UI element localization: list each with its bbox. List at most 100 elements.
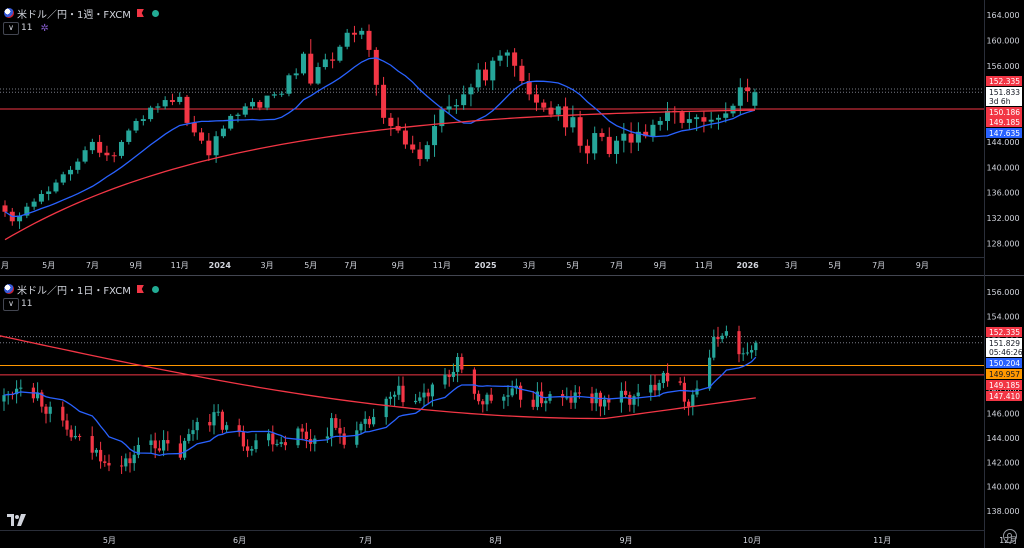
daily-candle-body[interactable] — [48, 406, 52, 414]
daily-candle-body[interactable] — [720, 335, 724, 340]
daily-plot-area[interactable] — [0, 325, 984, 474]
weekly-candle-body[interactable] — [228, 115, 234, 129]
daily-candle-body[interactable] — [712, 336, 716, 358]
weekly-candle-body[interactable] — [621, 133, 627, 141]
daily-candle-body[interactable] — [666, 372, 670, 382]
daily-candle-body[interactable] — [489, 394, 493, 401]
weekly-candle-body[interactable] — [191, 122, 197, 133]
daily-candle-body[interactable] — [678, 381, 682, 383]
daily-candle-body[interactable] — [443, 374, 447, 385]
daily-candle-body[interactable] — [136, 445, 140, 455]
daily-candle-body[interactable] — [430, 384, 434, 397]
daily-candle-body[interactable] — [94, 449, 98, 453]
weekly-candle-body[interactable] — [715, 117, 721, 120]
daily-time-axis[interactable]: 5月 6月 7月 8月 9月 10月 11月 12月 — [103, 536, 1017, 545]
daily-candle-body[interactable] — [426, 392, 430, 397]
weekly-candle-body[interactable] — [599, 133, 605, 137]
weekly-candle-body[interactable] — [432, 126, 438, 146]
daily-candle-body[interactable] — [132, 454, 136, 464]
daily-candle-body[interactable] — [166, 440, 170, 444]
weekly-candle-body[interactable] — [68, 169, 74, 175]
daily-candle-body[interactable] — [393, 394, 397, 397]
daily-candle-body[interactable] — [531, 399, 535, 407]
weekly-candle-body[interactable] — [155, 106, 161, 108]
daily-candle-body[interactable] — [422, 392, 426, 398]
daily-candle-body[interactable] — [241, 432, 245, 447]
daily-candle-body[interactable] — [682, 382, 686, 402]
weekly-candle-body[interactable] — [606, 136, 612, 155]
daily-candle-body[interactable] — [220, 411, 224, 430]
indicator-settings-icon[interactable]: ✲ — [40, 22, 49, 34]
daily-candle-body[interactable] — [178, 443, 182, 458]
daily-candle-body[interactable] — [330, 418, 334, 437]
daily-candle-body[interactable] — [401, 385, 405, 403]
daily-candle-body[interactable] — [73, 435, 77, 438]
daily-candle-body[interactable] — [367, 418, 371, 425]
weekly-time-axis[interactable]: 月 5月 7月 9月 11月 2024 3月 5月 7月 9月 11月 2025 3月 5月 7月 9月 11月… — [1, 261, 929, 270]
daily-candle-body[interactable] — [342, 433, 346, 445]
daily-candle-body[interactable] — [535, 391, 539, 407]
daily-candle-body[interactable] — [750, 350, 754, 353]
daily-candle-body[interactable] — [372, 417, 376, 425]
daily-candle-body[interactable] — [300, 428, 304, 432]
weekly-candle-body[interactable] — [468, 87, 474, 95]
weekly-candle-body[interactable] — [752, 92, 758, 106]
daily-candle-body[interactable] — [153, 440, 157, 449]
daily-candle-body[interactable] — [447, 374, 451, 377]
daily-candle-body[interactable] — [603, 399, 607, 407]
weekly-symbol-title[interactable]: 米ドル／円・1週・FXCM — [17, 9, 131, 21]
weekly-candle-body[interactable] — [373, 49, 379, 85]
weekly-candle-body[interactable] — [483, 69, 488, 81]
weekly-candle-body[interactable] — [38, 193, 44, 202]
weekly-candle-body[interactable] — [526, 81, 532, 95]
weekly-candle-body[interactable] — [53, 182, 59, 192]
daily-candle-body[interactable] — [519, 385, 523, 400]
weekly-candle-body[interactable] — [220, 128, 226, 137]
weekly-candle-body[interactable] — [614, 140, 620, 155]
daily-ma-long-line[interactable] — [0, 335, 756, 420]
daily-candle-body[interactable] — [44, 406, 48, 414]
daily-candle-body[interactable] — [456, 357, 460, 372]
weekly-candle-body[interactable] — [701, 117, 707, 122]
weekly-candle-body[interactable] — [126, 130, 132, 142]
weekly-candle-body[interactable] — [359, 30, 365, 35]
weekly-candle-body[interactable] — [584, 145, 590, 154]
weekly-indicator-toggle[interactable]: ∨ 11 ✲ — [3, 21, 49, 35]
daily-candle-body[interactable] — [187, 434, 191, 441]
weekly-candle-body[interactable] — [417, 149, 423, 160]
weekly-candle-body[interactable] — [46, 191, 52, 194]
weekly-candle-body[interactable] — [592, 133, 598, 154]
daily-candle-body[interactable] — [250, 449, 254, 451]
chevron-down-icon[interactable]: ∨ — [3, 297, 19, 311]
weekly-ma-short-line[interactable] — [4, 57, 756, 218]
daily-candle-body[interactable] — [388, 396, 392, 399]
daily-candle-body[interactable] — [754, 342, 758, 351]
weekly-candle-body[interactable] — [366, 30, 372, 50]
weekly-candle-body[interactable] — [330, 59, 336, 61]
weekly-candle-body[interactable] — [424, 145, 430, 160]
daily-candle-body[interactable] — [78, 435, 82, 437]
weekly-candle-body[interactable] — [548, 107, 554, 115]
tradingview-logo-icon[interactable] — [7, 514, 27, 526]
daily-candle-body[interactable] — [237, 425, 241, 433]
weekly-candle-body[interactable] — [686, 119, 692, 123]
weekly-candle-body[interactable] — [104, 152, 110, 156]
daily-candle-body[interactable] — [15, 388, 19, 395]
daily-candle-body[interactable] — [338, 427, 342, 434]
chart-settings-icon[interactable] — [1003, 529, 1017, 543]
daily-candle-body[interactable] — [569, 397, 573, 403]
daily-candle-body[interactable] — [561, 394, 565, 398]
weekly-candle-body[interactable] — [140, 119, 146, 121]
weekly-candle-body[interactable] — [723, 113, 729, 118]
weekly-ma-long-line[interactable] — [4, 109, 755, 241]
weekly-candle-body[interactable] — [628, 133, 634, 143]
weekly-candle-body[interactable] — [308, 53, 314, 84]
daily-candle-body[interactable] — [296, 428, 300, 446]
weekly-candle-body[interactable] — [563, 106, 569, 128]
weekly-candle-body[interactable] — [381, 84, 387, 118]
daily-candle-body[interactable] — [2, 395, 6, 402]
daily-candle-body[interactable] — [418, 397, 422, 401]
daily-candle-body[interactable] — [661, 372, 665, 383]
flag-marker-icon[interactable] — [136, 9, 144, 17]
